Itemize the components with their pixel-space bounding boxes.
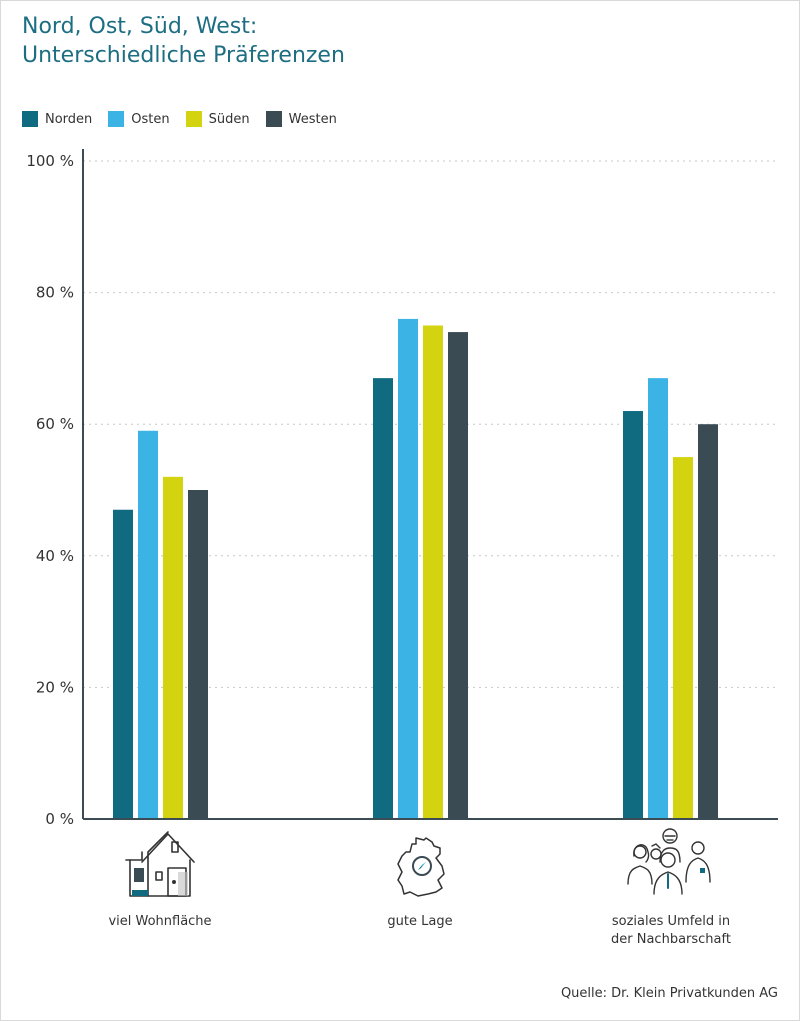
labels-layer: 0 % 20 % 40 % 60 % 80 % 100 % viel Wohnfläche g… — [26, 152, 731, 947]
title-line-1: Nord, Ost, Süd, West: — [22, 14, 258, 39]
bar-süden-2 — [673, 457, 693, 819]
legend-item-sueden: Süden — [185, 111, 250, 127]
bar-norden-1 — [373, 378, 393, 819]
legend-label-westen: Westen — [288, 111, 337, 127]
bar-osten-2 — [648, 378, 668, 819]
x-category-label: der Nachbarschaft — [611, 932, 731, 947]
germany-map-icon — [397, 837, 445, 897]
legend-swatch-osten — [108, 111, 125, 127]
legend-swatch-norden — [22, 111, 38, 127]
bar-westen-2 — [698, 424, 718, 819]
x-category-label: gute Lage — [387, 914, 452, 929]
legend-item-westen: Westen — [265, 111, 337, 127]
bar-westen-1 — [448, 332, 468, 819]
legend-label-osten: Osten — [131, 111, 170, 127]
x-category-label: viel Wohnfläche — [108, 914, 211, 929]
source-note: Quelle: Dr. Klein Privatkunden AG — [560, 986, 778, 1001]
legend-swatch-sueden — [185, 111, 202, 127]
legend-label-sueden: Süden — [208, 111, 250, 127]
legend: Norden Osten Süden Westen — [22, 111, 353, 127]
bar-osten-0 — [138, 430, 158, 819]
axis-layer — [82, 149, 778, 820]
bar-westen-0 — [188, 490, 208, 819]
y-tick-label: 100 % — [26, 152, 74, 170]
chart-title: Nord, Ost, Süd, West: Unterschiedliche P… — [22, 12, 345, 70]
y-tick-label: 20 % — [36, 678, 74, 696]
bar-norden-2 — [623, 411, 643, 819]
title-line-2: Unterschiedliche Präferenzen — [22, 43, 345, 68]
house-icon — [125, 831, 195, 897]
legend-item-osten: Osten — [108, 111, 170, 127]
y-tick-label: 60 % — [36, 415, 74, 433]
y-tick-label: 40 % — [36, 547, 74, 565]
x-category-label: soziales Umfeld in — [612, 914, 730, 929]
bar-süden-1 — [423, 325, 443, 819]
legend-label-norden: Norden — [45, 111, 93, 127]
legend-swatch-westen — [265, 111, 282, 127]
bar-süden-0 — [163, 476, 183, 819]
legend-item-norden: Norden — [22, 111, 92, 127]
bar-norden-0 — [113, 509, 133, 819]
bars-layer — [113, 318, 718, 819]
y-tick-label: 0 % — [45, 810, 74, 828]
people-icon — [627, 828, 711, 895]
bar-osten-1 — [398, 318, 418, 819]
y-tick-label: 80 % — [36, 284, 74, 302]
